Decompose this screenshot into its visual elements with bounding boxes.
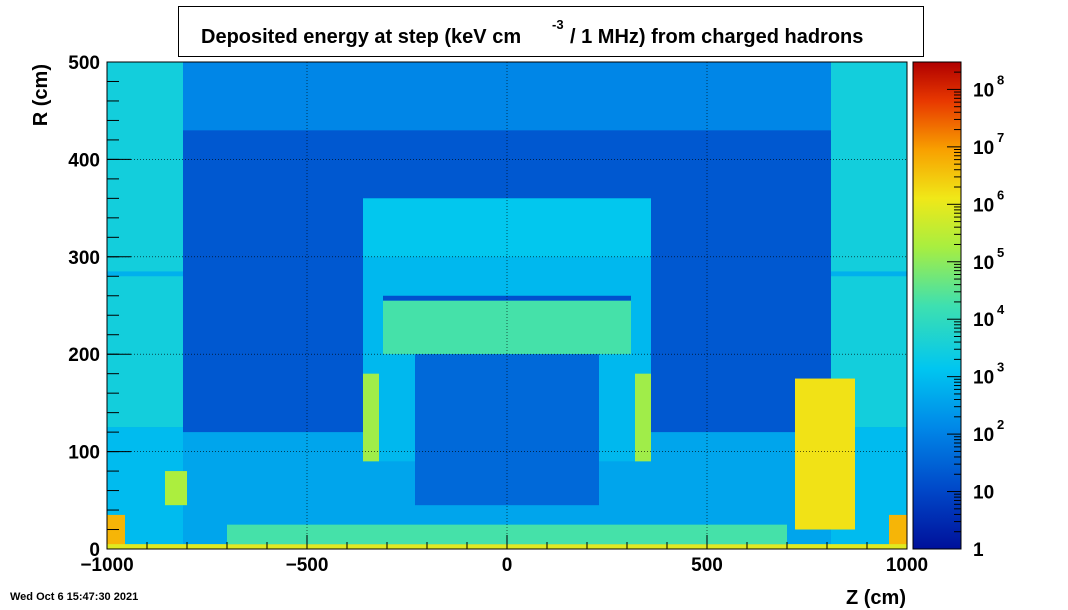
x-tick-label: 1000 [886,555,928,576]
y-tick-label: 100 [68,443,100,464]
y-tick-label: 500 [68,53,100,74]
y-tick-label: 0 [89,540,100,561]
y-axis-label: R (cm) [30,64,52,126]
heatmap-region-forward-left-small [165,471,187,506]
heatmap-region-left-top-strip [107,271,183,277]
heatmap-region-corner-right-hot [889,514,907,549]
colorbar-tick-exponent: 5 [997,245,1004,260]
heatmap-region-corner-left-hot [107,514,125,549]
colorbar-tick-label: 10 [973,138,994,159]
heatmap-region-beam-pipe-low [227,524,787,545]
heatmap-region-right-side-hot [635,373,651,462]
chart-title-rest: / 1 MHz) from charged hadrons [570,26,863,48]
heatmap-region-endcap-right [831,62,907,428]
y-tick-label: 300 [68,248,100,269]
colorbar-tick-exponent: 8 [997,72,1004,87]
heatmap-region-endcap-left [107,62,183,428]
timestamp: Wed Oct 6 15:47:30 2021 [10,591,139,603]
colorbar-tick-exponent: 6 [997,187,1004,202]
colorbar-tick-label: 10 [973,80,994,101]
heatmap-region-barrel-ring [383,300,631,355]
x-tick-label: −500 [286,555,329,576]
y-axis: 0 100 200 300 400 500 [68,53,131,561]
colorbar-tick-exponent: 7 [997,130,1004,145]
colorbar-tick-label: 10 [973,483,994,504]
x-axis-label: Z (cm) [846,587,906,609]
heatmap-region-forward-right-hot [795,378,855,530]
colorbar-tick-exponent: 4 [997,302,1005,317]
chart-title-exponent: -3 [552,17,564,32]
y-tick-label: 400 [68,150,100,171]
heatmap-region-upper-dark-band [183,62,831,131]
title-box [178,6,924,57]
heatmap-region-barrel-ring-dark [383,295,631,301]
colorbar-tick-label: 10 [973,253,994,274]
x-axis: −1000 −500 0 500 1000 [80,535,928,576]
colorbar [912,61,962,550]
colorbar-tick-label: 10 [973,310,994,331]
colorbar-tick-label: 10 [973,425,994,446]
heatmap-region-inner-cavity [415,354,599,506]
x-tick-label: 0 [502,555,513,576]
colorbar-tick-label: 1 [973,540,984,561]
chart-title-main: Deposited energy at step (keV cm [201,26,521,48]
y-tick-label: 200 [68,345,100,366]
colorbar-tick-exponent: 2 [997,417,1004,432]
heatmap-region-right-top-strip [831,271,907,277]
colorbar-tick-exponent: 3 [997,360,1004,375]
colorbar-tick-label: 10 [973,195,994,216]
heatmap-region-left-side-hot [363,373,379,462]
x-tick-label: 500 [691,555,723,576]
colorbar-tick-label: 10 [973,368,994,389]
x-tick-label: −1000 [80,555,133,576]
